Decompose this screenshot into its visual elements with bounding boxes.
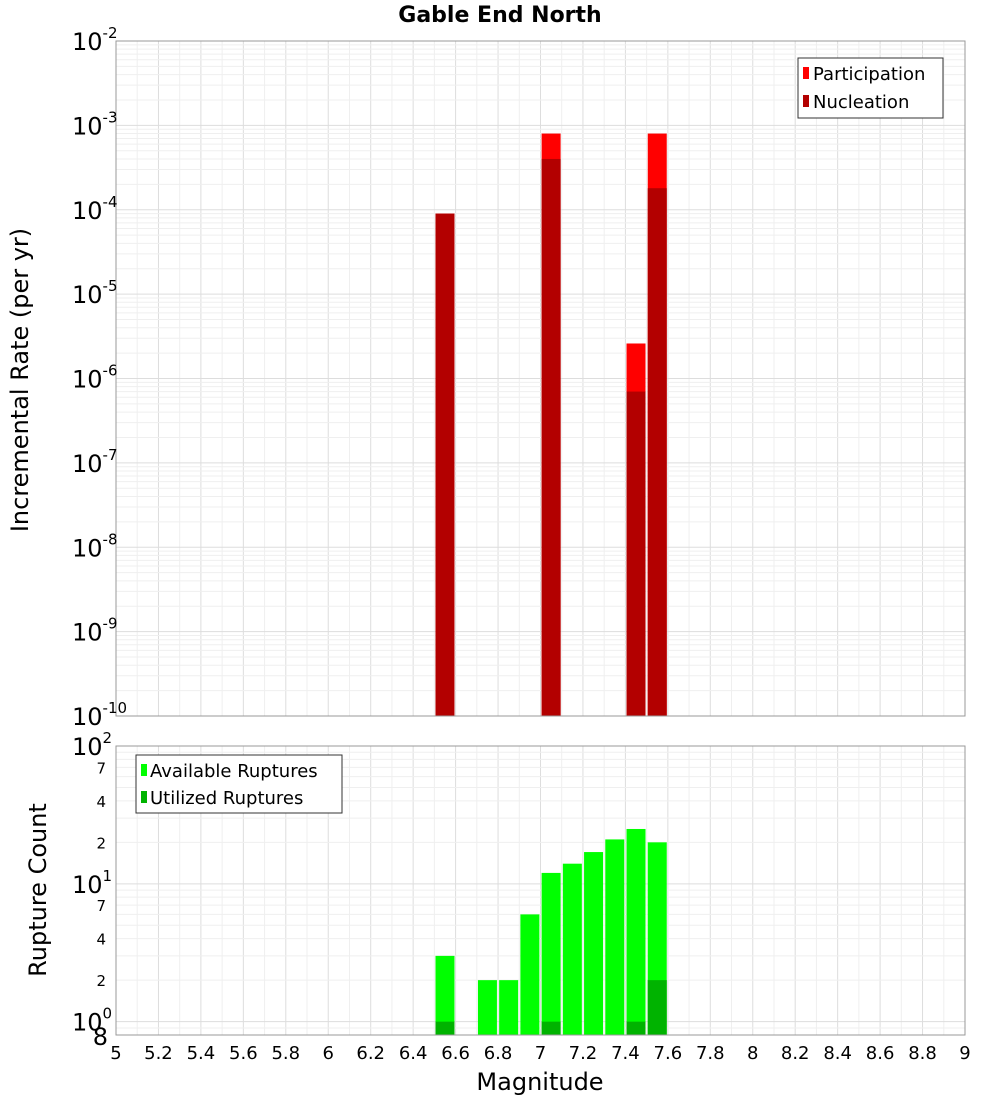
nucleation-bar — [541, 158, 561, 717]
available-ruptures-bar — [477, 980, 497, 1035]
bottom-y-axis-label: Rupture Count — [24, 803, 52, 977]
utilized-ruptures-bar — [647, 980, 667, 1035]
x-axis-label: Magnitude — [476, 1068, 603, 1096]
legend-label-nucleation: Nucleation — [813, 92, 909, 113]
top-y-tick-labels: 10-2 10-3 10-4 10-5 10-6 10-7 10-8 10-9 10-10 — [72, 24, 127, 731]
top-y-tick-label: 10-3 — [72, 108, 118, 140]
x-tick-label: 7.6 — [654, 1043, 683, 1064]
utilized-ruptures-bar — [541, 1021, 561, 1035]
top-legend: Participation Nucleation — [797, 57, 944, 119]
x-tick-label: 6.6 — [441, 1043, 470, 1064]
x-tick-label: 9 — [959, 1043, 970, 1064]
top-plot-bars — [435, 133, 667, 717]
bottom-y-minor-tick-label: 2 — [96, 972, 106, 990]
available-ruptures-bar — [562, 863, 582, 1035]
x-tick-label: 6.8 — [484, 1043, 513, 1064]
x-tick-label: 6.2 — [356, 1043, 385, 1064]
bottom-plot-bars — [435, 828, 667, 1035]
x-tick-label: 8.6 — [866, 1043, 895, 1064]
top-plot-gridlines — [115, 41, 966, 717]
top-plot-frame — [115, 40, 966, 717]
bottom-y-minor-tick-label: 4 — [96, 793, 106, 811]
bottom-y-minor-tick-label: 8 — [93, 1023, 108, 1051]
available-ruptures-bar — [520, 914, 540, 1035]
available-ruptures-bar — [626, 828, 646, 1035]
x-tick-label: 6 — [323, 1043, 334, 1064]
bottom-y-major-tick-label: 101 — [72, 867, 112, 899]
top-y-tick-label: 10-7 — [72, 446, 118, 478]
legend-swatch-utilized-ruptures — [141, 791, 147, 803]
top-y-tick-label: 10-8 — [72, 530, 118, 562]
x-tick-label: 5.2 — [144, 1043, 173, 1064]
x-tick-label: 8 — [747, 1043, 758, 1064]
x-tick-label: 6.4 — [399, 1043, 428, 1064]
x-tick-label: 8.4 — [823, 1043, 852, 1064]
x-tick-label: 7.8 — [696, 1043, 725, 1064]
bottom-y-major-tick-label: 100 — [72, 1005, 112, 1037]
bottom-y-major-tick-label: 102 — [72, 729, 112, 761]
x-tick-label: 5 — [110, 1043, 121, 1064]
bottom-y-minor-tick-label: 7 — [96, 759, 106, 777]
available-ruptures-bar — [605, 839, 625, 1035]
legend-swatch-participation — [803, 67, 809, 79]
x-tick-label: 8.8 — [908, 1043, 937, 1064]
x-tick-label: 7.2 — [569, 1043, 598, 1064]
bottom-y-tick-labels: 102 101 100 7 4 2 7 4 2 8 — [72, 729, 112, 1051]
available-ruptures-bar — [584, 852, 604, 1035]
available-ruptures-bar — [435, 955, 455, 1035]
x-tick-labels: 5 5.2 5.4 5.6 5.8 6 6.2 6.4 6.6 6.8 7 7.2 7.4 7.6 7.8 8… — [110, 1043, 970, 1064]
top-y-tick-label: 10-2 — [72, 24, 118, 56]
bottom-y-minor-tick-label: 2 — [96, 834, 106, 852]
available-ruptures-bar — [541, 872, 561, 1035]
bottom-legend-box — [135, 754, 343, 814]
bottom-legend: Available Ruptures Utilized Ruptures — [135, 754, 343, 814]
x-tick-label: 8.2 — [781, 1043, 810, 1064]
top-y-axis-label: Incremental Rate (per yr) — [6, 228, 34, 532]
x-tick-label: 5.4 — [187, 1043, 216, 1064]
top-y-tick-label: 10-5 — [72, 277, 118, 309]
top-y-tick-label: 10-10 — [72, 699, 127, 731]
utilized-ruptures-bar — [435, 1021, 455, 1035]
bottom-plot-frame — [115, 745, 966, 1036]
nucleation-bar — [647, 188, 667, 717]
chart-title: Gable End North — [398, 3, 601, 28]
x-tick-label: 7.4 — [611, 1043, 640, 1064]
legend-label-participation: Participation — [813, 64, 925, 85]
nucleation-bar — [626, 391, 646, 716]
top-y-tick-label: 10-9 — [72, 615, 118, 647]
legend-swatch-available-ruptures — [141, 764, 147, 776]
legend-label-utilized-ruptures: Utilized Ruptures — [150, 788, 303, 809]
x-tick-label: 5.8 — [271, 1043, 300, 1064]
available-ruptures-bar — [499, 980, 519, 1035]
top-y-tick-label: 10-4 — [72, 193, 118, 225]
x-tick-label: 5.6 — [229, 1043, 258, 1064]
x-tick-label: 7 — [535, 1043, 546, 1064]
bottom-y-minor-tick-label: 4 — [96, 931, 106, 949]
top-y-tick-label: 10-6 — [72, 362, 118, 394]
legend-swatch-nucleation — [803, 95, 809, 107]
bottom-y-minor-tick-label: 7 — [96, 897, 106, 915]
nucleation-bar — [435, 213, 455, 717]
legend-label-available-ruptures: Available Ruptures — [150, 761, 318, 782]
utilized-ruptures-bar — [626, 1021, 646, 1035]
top-legend-box — [797, 57, 944, 119]
